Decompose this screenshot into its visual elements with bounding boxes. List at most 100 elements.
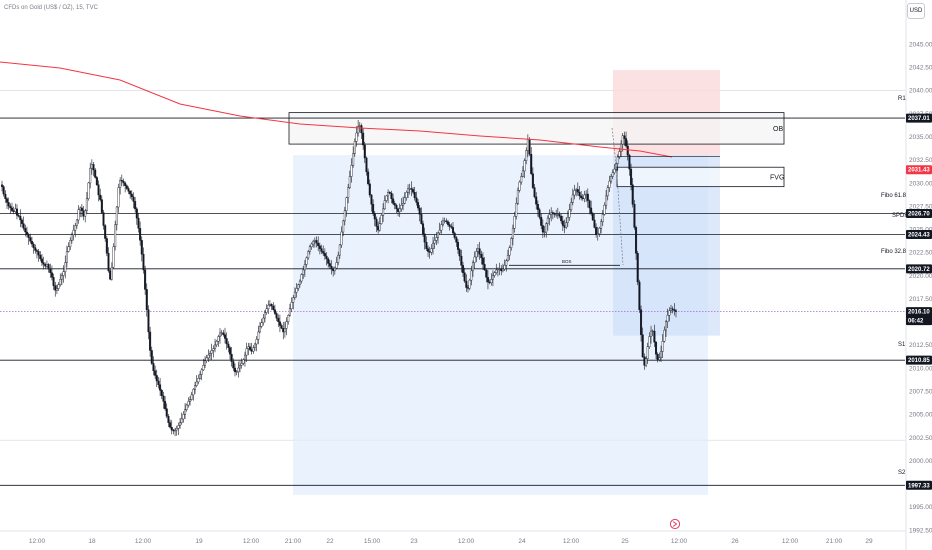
- candle: [300, 273, 303, 284]
- candle: [167, 413, 170, 427]
- time-tick-label: 24: [518, 538, 526, 545]
- candle: [200, 368, 203, 381]
- candle: [277, 314, 280, 328]
- candle: [238, 360, 241, 373]
- candle: [125, 184, 128, 190]
- candle: [162, 391, 165, 409]
- candle: [99, 188, 102, 202]
- last-price-tag-text: 2016.10: [908, 310, 930, 316]
- time-tick-label: 18: [88, 538, 96, 545]
- candle: [149, 326, 152, 357]
- candle: [375, 216, 378, 233]
- candle: [511, 224, 514, 246]
- candle: [600, 219, 603, 234]
- currency-button[interactable]: USD: [907, 3, 925, 19]
- level-price-tag: [906, 355, 932, 365]
- candle: [407, 184, 410, 199]
- candle: [89, 162, 92, 189]
- candle: [395, 203, 398, 213]
- candle: [74, 222, 77, 238]
- time-tick-label: 12:00: [563, 538, 580, 545]
- time-tick-label: 12:00: [671, 538, 688, 545]
- level-price-tag: [906, 113, 932, 123]
- grid-layer: [0, 0, 907, 550]
- price-tick-label: 2012.50: [909, 342, 932, 349]
- candle: [248, 342, 251, 352]
- price-tick-label: 2032.50: [909, 157, 932, 164]
- candle: [478, 241, 481, 260]
- price-tick-label: 2005.00: [909, 412, 932, 419]
- candle: [139, 221, 142, 246]
- candle: [233, 363, 236, 377]
- price-tick-label: 2022.50: [909, 250, 932, 257]
- time-tick-label: 25: [621, 538, 629, 545]
- candle: [628, 153, 631, 176]
- candle: [390, 190, 393, 204]
- candle: [665, 320, 668, 337]
- price-tick-label: 2007.50: [909, 388, 932, 395]
- candle: [59, 273, 62, 287]
- time-axis: 12:00 18 12:00 19 12:00 21:00 22 15:00 23 12:00 24…: [29, 518, 873, 545]
- candle: [611, 169, 614, 180]
- candle: [437, 231, 440, 244]
- level-name-label: Fibo 61.8: [881, 193, 907, 199]
- candle: [367, 168, 370, 186]
- candle: [204, 356, 207, 369]
- candle: [402, 196, 405, 211]
- candle: [570, 197, 573, 212]
- candle: [30, 236, 33, 248]
- price-tick-label: 1992.50: [909, 527, 932, 534]
- candle: [668, 307, 671, 322]
- candle: [363, 141, 366, 163]
- candle: [197, 374, 200, 385]
- candle: [430, 244, 433, 256]
- candle: [190, 391, 193, 401]
- candle: [67, 242, 70, 253]
- time-tick-label: 15:00: [364, 538, 381, 545]
- candle: [165, 403, 168, 419]
- candle: [661, 334, 664, 359]
- candle: [75, 219, 78, 229]
- candle: [235, 370, 238, 376]
- price-tick-label: 2020.00: [909, 273, 932, 280]
- candle: [95, 175, 98, 186]
- candle: [616, 154, 619, 171]
- candle: [312, 239, 315, 248]
- candle: [461, 261, 464, 277]
- level-price-tag-text: 2020.72: [908, 267, 930, 273]
- candle: [65, 245, 68, 268]
- candle: [373, 211, 376, 227]
- candle: [50, 265, 53, 281]
- candle: [262, 314, 265, 326]
- level-price-tag-text: 2026.70: [908, 211, 930, 217]
- candle: [606, 185, 609, 201]
- time-tick-label: 22: [326, 538, 334, 545]
- candle: [288, 303, 291, 317]
- candle: [645, 356, 648, 368]
- candle: [159, 378, 162, 396]
- candle: [432, 236, 435, 255]
- time-tick-label: 12:00: [782, 538, 799, 545]
- candle: [400, 198, 403, 212]
- candle: [618, 147, 621, 160]
- level-price-tag-text: 2037.01: [908, 116, 930, 122]
- candle: [270, 303, 273, 311]
- candle: [350, 158, 353, 183]
- candle: [598, 226, 601, 237]
- candle: [258, 321, 261, 334]
- candle: [298, 279, 301, 288]
- candle: [630, 163, 633, 191]
- candle: [566, 210, 569, 227]
- candle: [338, 244, 341, 259]
- chart-title: CFDs on Gold (US$ / OZ), 15, TVC: [4, 5, 98, 11]
- candles-layer: [1, 119, 678, 437]
- candle: [272, 302, 275, 311]
- candle: [568, 203, 571, 221]
- candle: [605, 190, 608, 210]
- candle: [82, 205, 85, 221]
- candle: [631, 177, 634, 208]
- candle: [224, 327, 227, 344]
- candle: [450, 223, 453, 229]
- candle: [257, 325, 260, 345]
